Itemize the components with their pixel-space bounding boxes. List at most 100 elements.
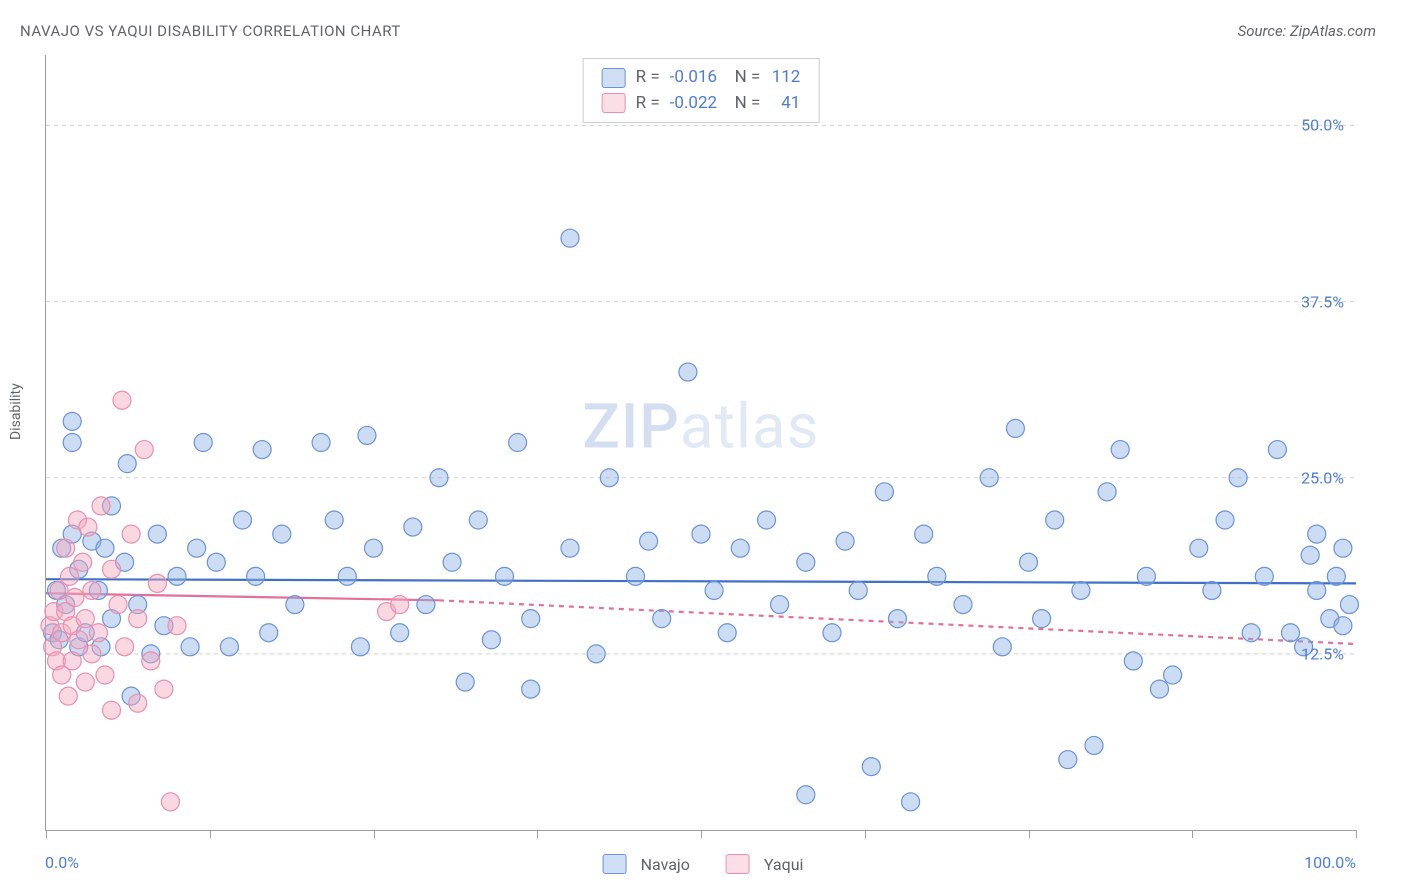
y-tick-label: 50.0% bbox=[1301, 116, 1344, 135]
data-point-navajo bbox=[1020, 553, 1038, 571]
data-point-navajo bbox=[587, 645, 605, 663]
data-point-navajo bbox=[731, 539, 749, 557]
x-tick bbox=[1029, 830, 1030, 838]
data-point-navajo bbox=[1268, 441, 1286, 459]
data-point-navajo bbox=[1164, 666, 1182, 684]
data-point-yaqui bbox=[103, 560, 121, 578]
data-point-navajo bbox=[1111, 441, 1129, 459]
data-point-yaqui bbox=[83, 645, 101, 663]
data-point-navajo bbox=[1046, 511, 1064, 529]
data-point-yaqui bbox=[76, 610, 94, 628]
data-point-navajo bbox=[312, 434, 330, 452]
data-point-navajo bbox=[849, 581, 867, 599]
x-axis-max-label: 100.0% bbox=[1304, 853, 1356, 872]
data-point-navajo bbox=[758, 511, 776, 529]
chart-title: NAVAJO VS YAQUI DISABILITY CORRELATION C… bbox=[20, 22, 401, 40]
data-point-navajo bbox=[1085, 736, 1103, 754]
x-tick bbox=[46, 830, 47, 838]
data-point-navajo bbox=[692, 525, 710, 543]
data-point-navajo bbox=[181, 638, 199, 656]
data-point-navajo bbox=[915, 525, 933, 543]
data-point-navajo bbox=[889, 610, 907, 628]
data-point-yaqui bbox=[103, 701, 121, 719]
data-point-navajo bbox=[875, 483, 893, 501]
data-point-navajo bbox=[1216, 511, 1234, 529]
data-point-navajo bbox=[1203, 581, 1221, 599]
data-point-navajo bbox=[148, 525, 166, 543]
correlation-legend: R = -0.016 N = 112 R = -0.022 N = 41 bbox=[583, 58, 820, 123]
data-point-yaqui bbox=[83, 581, 101, 599]
data-point-navajo bbox=[63, 434, 81, 452]
data-point-yaqui bbox=[148, 574, 166, 592]
data-point-navajo bbox=[1308, 581, 1326, 599]
legend-label-yaqui: Yaqui bbox=[764, 855, 804, 874]
data-point-navajo bbox=[1282, 624, 1300, 642]
x-tick bbox=[1192, 830, 1193, 838]
y-tick-label: 12.5% bbox=[1301, 644, 1344, 663]
chart-svg bbox=[46, 55, 1356, 830]
n-value: 112 bbox=[770, 65, 800, 91]
data-point-yaqui bbox=[129, 610, 147, 628]
y-axis-label: Disability bbox=[8, 383, 24, 440]
data-point-navajo bbox=[1242, 624, 1260, 642]
data-point-navajo bbox=[1190, 539, 1208, 557]
data-point-navajo bbox=[1301, 546, 1319, 564]
data-point-navajo bbox=[522, 680, 540, 698]
data-point-yaqui bbox=[122, 525, 140, 543]
data-point-yaqui bbox=[74, 553, 92, 571]
data-point-yaqui bbox=[155, 680, 173, 698]
data-point-yaqui bbox=[89, 624, 107, 642]
source-attribution: Source: ZipAtlas.com bbox=[1238, 22, 1376, 40]
x-tick bbox=[865, 830, 866, 838]
data-point-yaqui bbox=[57, 539, 75, 557]
data-point-navajo bbox=[509, 434, 527, 452]
data-point-navajo bbox=[1229, 469, 1247, 487]
data-point-navajo bbox=[561, 229, 579, 247]
data-point-navajo bbox=[404, 518, 422, 536]
legend-label-navajo: Navajo bbox=[641, 855, 690, 874]
x-tick bbox=[701, 830, 702, 838]
r-label: R = bbox=[636, 91, 660, 117]
data-point-yaqui bbox=[116, 638, 134, 656]
data-point-navajo bbox=[823, 624, 841, 642]
legend-row-yaqui: R = -0.022 N = 41 bbox=[602, 91, 801, 117]
data-point-navajo bbox=[1098, 483, 1116, 501]
x-tick bbox=[537, 830, 538, 838]
data-point-navajo bbox=[469, 511, 487, 529]
swatch-blue bbox=[602, 68, 626, 88]
data-point-navajo bbox=[1255, 567, 1273, 585]
data-point-navajo bbox=[1137, 567, 1155, 585]
data-point-navajo bbox=[1334, 539, 1352, 557]
data-point-yaqui bbox=[142, 652, 160, 670]
r-value: -0.016 bbox=[670, 65, 725, 91]
data-point-navajo bbox=[993, 638, 1011, 656]
data-point-yaqui bbox=[66, 589, 84, 607]
data-point-navajo bbox=[188, 539, 206, 557]
data-point-navajo bbox=[862, 758, 880, 776]
data-point-navajo bbox=[1308, 525, 1326, 543]
data-point-navajo bbox=[1334, 617, 1352, 635]
data-point-navajo bbox=[220, 638, 238, 656]
data-point-navajo bbox=[253, 441, 271, 459]
data-point-yaqui bbox=[70, 631, 88, 649]
data-point-navajo bbox=[247, 567, 265, 585]
data-point-navajo bbox=[797, 553, 815, 571]
data-point-navajo bbox=[273, 525, 291, 543]
data-point-navajo bbox=[1059, 751, 1077, 769]
data-point-navajo bbox=[705, 581, 723, 599]
n-value: 41 bbox=[770, 91, 800, 117]
data-point-yaqui bbox=[96, 666, 114, 684]
data-point-navajo bbox=[1006, 419, 1024, 437]
data-point-navajo bbox=[325, 511, 343, 529]
data-point-navajo bbox=[954, 596, 972, 614]
data-point-navajo bbox=[653, 610, 671, 628]
data-point-navajo bbox=[1151, 680, 1169, 698]
data-point-yaqui bbox=[63, 652, 81, 670]
data-point-navajo bbox=[1327, 567, 1345, 585]
data-point-yaqui bbox=[129, 694, 147, 712]
data-point-navajo bbox=[391, 624, 409, 642]
series-legend: Navajo Yaqui bbox=[603, 854, 804, 874]
data-point-navajo bbox=[771, 596, 789, 614]
swatch-pink bbox=[726, 854, 750, 874]
data-point-navajo bbox=[482, 631, 500, 649]
